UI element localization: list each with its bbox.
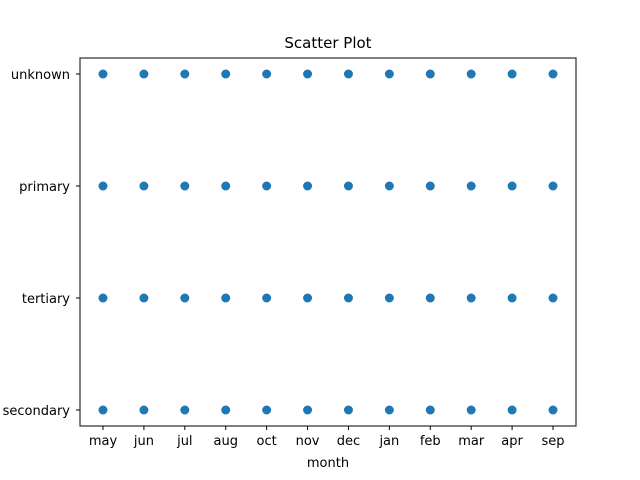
data-point-may-primary [98, 181, 108, 191]
data-point-oct-unknown [262, 69, 272, 79]
x-tick-label-may: may [89, 434, 118, 449]
data-point-may-unknown [98, 69, 108, 79]
data-point-feb-tertiary [425, 293, 435, 303]
data-point-jul-secondary [180, 405, 190, 415]
data-point-may-tertiary [98, 293, 108, 303]
data-point-may-secondary [98, 405, 108, 415]
data-point-sep-secondary [548, 405, 558, 415]
data-point-aug-primary [221, 181, 231, 191]
x-tick-label-feb: feb [420, 434, 441, 449]
data-point-sep-primary [548, 181, 558, 191]
data-point-jul-tertiary [180, 293, 190, 303]
data-point-nov-secondary [303, 405, 313, 415]
data-point-apr-unknown [507, 69, 517, 79]
data-point-mar-primary [466, 181, 476, 191]
data-point-oct-primary [262, 181, 272, 191]
data-points [98, 69, 558, 415]
x-tick-label-mar: mar [458, 434, 485, 449]
data-point-jan-secondary [384, 405, 394, 415]
x-tick-label-dec: dec [337, 434, 360, 449]
data-point-dec-secondary [343, 405, 353, 415]
x-tick-label-oct: oct [257, 434, 277, 449]
chart-title: Scatter Plot [284, 34, 371, 52]
x-axis: may jun jul aug oct nov dec jan feb mar apr sep [89, 426, 565, 449]
y-tick-label-unknown: unknown [11, 68, 70, 83]
data-point-dec-unknown [343, 69, 353, 79]
data-point-jan-unknown [384, 69, 394, 79]
data-point-aug-tertiary [221, 293, 231, 303]
data-point-jul-primary [180, 181, 190, 191]
data-point-mar-tertiary [466, 293, 476, 303]
data-point-jun-unknown [139, 69, 149, 79]
data-point-sep-tertiary [548, 293, 558, 303]
data-point-jul-unknown [180, 69, 190, 79]
x-axis-label: month [307, 456, 349, 471]
plot-area-frame [79, 57, 577, 427]
x-tick-label-jun: jun [133, 434, 154, 449]
data-point-apr-primary [507, 181, 517, 191]
x-tick-label-jan: jan [378, 434, 399, 449]
data-point-jun-primary [139, 181, 149, 191]
data-point-jan-primary [384, 181, 394, 191]
y-tick-label-secondary: secondary [3, 404, 71, 419]
y-tick-label-tertiary: tertiary [22, 292, 70, 307]
data-point-nov-unknown [303, 69, 313, 79]
data-point-dec-primary [343, 181, 353, 191]
data-point-oct-secondary [262, 405, 272, 415]
x-tick-label-sep: sep [541, 434, 564, 449]
data-point-jun-tertiary [139, 293, 149, 303]
data-point-nov-primary [303, 181, 313, 191]
y-tick-label-primary: primary [19, 180, 70, 195]
data-point-apr-secondary [507, 405, 517, 415]
data-point-sep-unknown [548, 69, 558, 79]
data-point-nov-tertiary [303, 293, 313, 303]
data-point-jun-secondary [139, 405, 149, 415]
x-tick-label-jul: jul [176, 434, 192, 449]
data-point-jan-tertiary [384, 293, 394, 303]
data-point-apr-tertiary [507, 293, 517, 303]
data-point-aug-secondary [221, 405, 231, 415]
data-point-feb-secondary [425, 405, 435, 415]
data-point-feb-primary [425, 181, 435, 191]
x-tick-label-apr: apr [501, 434, 523, 449]
y-axis: secondary tertiary primary unknown [3, 68, 80, 419]
data-point-mar-unknown [466, 69, 476, 79]
data-point-feb-unknown [425, 69, 435, 79]
data-point-dec-tertiary [343, 293, 353, 303]
data-point-mar-secondary [466, 405, 476, 415]
x-tick-label-aug: aug [213, 434, 237, 449]
data-point-oct-tertiary [262, 293, 272, 303]
x-tick-label-nov: nov [296, 434, 320, 449]
data-point-aug-unknown [221, 69, 231, 79]
